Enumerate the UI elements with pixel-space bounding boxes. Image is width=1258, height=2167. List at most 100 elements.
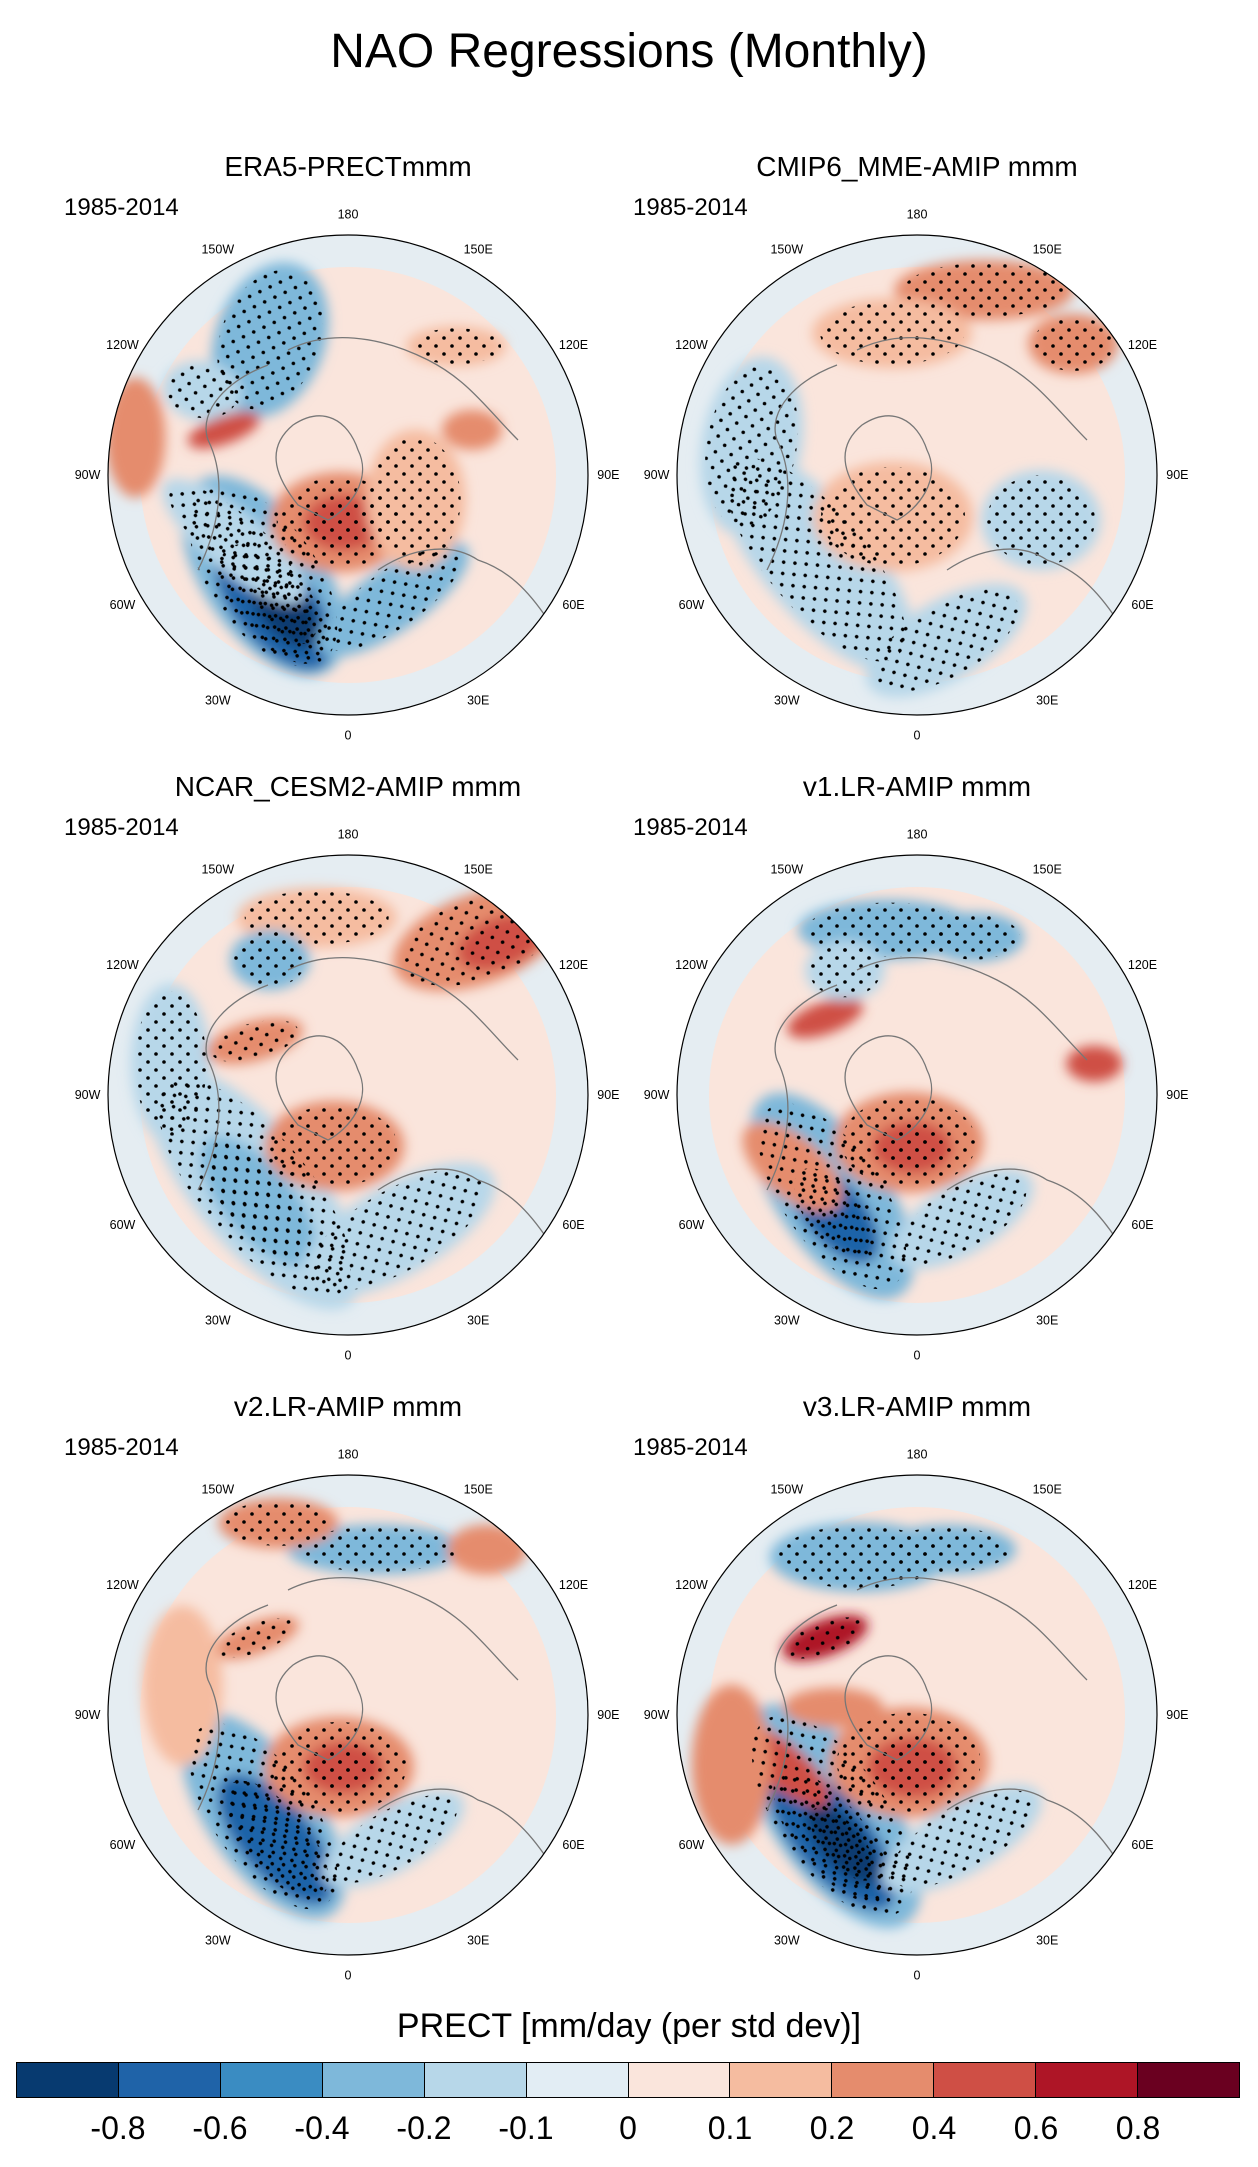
significance-stippling — [820, 301, 964, 365]
longitude-label: 0 — [914, 1968, 921, 1982]
coastline — [766, 337, 1118, 621]
longitude-label: 60W — [110, 1218, 136, 1232]
longitude-label: 30W — [774, 1934, 800, 1948]
anomaly-field — [677, 235, 1157, 715]
longitude-label: 60E — [1131, 1838, 1153, 1852]
longitude-label: 30E — [1036, 694, 1058, 708]
colorbar-box — [628, 2063, 731, 2097]
anomaly-region — [446, 1524, 527, 1575]
panel-title: v3.LR-AMIP mmm — [802, 1391, 1032, 1422]
colorbar-tick: -0.2 — [396, 2110, 452, 2146]
map-boundary — [676, 854, 1158, 1336]
longitude-label: 150W — [770, 863, 803, 877]
longitude-label: 120W — [675, 338, 708, 352]
longitude-label: 150W — [201, 1483, 234, 1497]
significance-stippling — [370, 436, 461, 563]
longitude-label: 60W — [110, 598, 136, 612]
significance-stippling — [244, 890, 389, 945]
longitude-label: 30W — [774, 694, 800, 708]
panel-title: ERA5-PRECTmmm — [224, 151, 472, 182]
panel-period: 1985-2014 — [64, 1434, 179, 1461]
longitude-label: 60E — [1131, 598, 1153, 612]
polar-map: 180 150E 120E 90E 60E 30E 0 30W 60W 90W 120W 150W — [644, 208, 1189, 743]
significance-stippling — [929, 914, 1020, 960]
significance-stippling — [903, 263, 1066, 318]
colorbar-tick: 0.2 — [809, 2110, 855, 2146]
longitude-label: 90W — [644, 1088, 670, 1102]
map-panel-v1-lr: v1.LR-AMIP mmm 1985-2014 180 150E 120E 90E 6… — [617, 770, 1217, 1370]
significance-stippling — [217, 1618, 295, 1658]
longitude-label: 90W — [644, 468, 670, 482]
colorbar-tick: 0.4 — [911, 2110, 957, 2146]
longitude-label: 90E — [1166, 1708, 1188, 1722]
significance-stippling — [324, 546, 462, 652]
anomaly-field — [108, 235, 588, 715]
longitude-label: 180 — [907, 1448, 928, 1462]
significance-stippling — [271, 1105, 398, 1187]
longitude-label: 150E — [1033, 1483, 1062, 1497]
longitude-label: 120E — [559, 338, 588, 352]
longitude-label: 30E — [467, 694, 489, 708]
panel-title: NCAR_CESM2-AMIP mmm — [174, 771, 522, 802]
longitude-label: 150E — [1033, 863, 1062, 877]
longitude-label: 30E — [467, 1934, 489, 1948]
longitude-label: 150E — [464, 1483, 493, 1497]
significance-stippling — [897, 1173, 1027, 1265]
significance-stippling — [166, 363, 239, 419]
colorbar-box — [220, 2063, 323, 2097]
longitude-label: 90W — [644, 1708, 670, 1722]
longitude-label: 150W — [201, 243, 234, 257]
coastline — [197, 1577, 549, 1861]
significance-stippling — [1032, 316, 1114, 371]
significance-stippling — [169, 484, 299, 598]
longitude-label: 180 — [338, 828, 359, 842]
longitude-label: 150W — [201, 863, 234, 877]
longitude-label: 30W — [205, 1934, 231, 1948]
map-boundary — [107, 854, 589, 1336]
significance-stippling — [309, 1169, 486, 1291]
longitude-label: 180 — [907, 828, 928, 842]
colorbar-box — [730, 2063, 833, 2097]
significance-stippling — [873, 589, 1019, 692]
significance-stippling — [987, 475, 1095, 566]
colorbar-box — [17, 2063, 119, 2097]
significance-stippling — [786, 1617, 864, 1659]
longitude-label: 120W — [675, 958, 708, 972]
colorbar-tick: 0.6 — [1013, 2110, 1059, 2146]
longitude-label: 120W — [675, 1578, 708, 1592]
coastline — [197, 337, 549, 621]
longitude-label: 180 — [338, 208, 359, 222]
significance-stippling — [307, 1744, 380, 1791]
anomaly-region — [108, 377, 166, 498]
panel-period: 1985-2014 — [64, 814, 179, 841]
anomaly-field — [108, 1475, 588, 1955]
longitude-label: 90E — [1166, 468, 1188, 482]
significance-stippling — [890, 1790, 1034, 1888]
coastline — [766, 957, 1118, 1241]
significance-stippling — [296, 1527, 459, 1573]
colorbar-label: PRECT [mm/day (per std dev)] — [396, 2007, 862, 2045]
panel-title: CMIP6_MME-AMIP mmm — [756, 151, 1078, 182]
longitude-label: 60W — [679, 598, 705, 612]
longitude-label: 120E — [1128, 958, 1157, 972]
polar-map: 180 150E 120E 90E 60E 30E 0 30W 60W 90W 120W 150W — [644, 828, 1189, 1363]
polar-map: 180 150E 120E 90E 60E 30E 0 30W 60W 90W 120W 150W — [644, 1448, 1189, 1983]
colorbar-tick: 0.8 — [1115, 2110, 1161, 2146]
longitude-label: 90W — [75, 468, 101, 482]
longitude-label: 150E — [464, 863, 493, 877]
colorbar-box — [1036, 2063, 1139, 2097]
longitude-label: 60E — [562, 598, 584, 612]
longitude-label: 0 — [345, 1348, 352, 1362]
panel-title: v1.LR-AMIP mmm — [802, 771, 1032, 802]
longitude-label: 60E — [562, 1838, 584, 1852]
anomaly-region — [783, 1687, 884, 1728]
longitude-label: 0 — [914, 1348, 921, 1362]
colorbar — [16, 2062, 1240, 2098]
coastline — [766, 1577, 1118, 1861]
significance-stippling — [234, 932, 306, 987]
significance-stippling — [809, 943, 881, 998]
longitude-label: 0 — [345, 1968, 352, 1982]
longitude-label: 60E — [1131, 1218, 1153, 1232]
coastline — [197, 957, 549, 1241]
longitude-label: 60W — [679, 1838, 705, 1852]
